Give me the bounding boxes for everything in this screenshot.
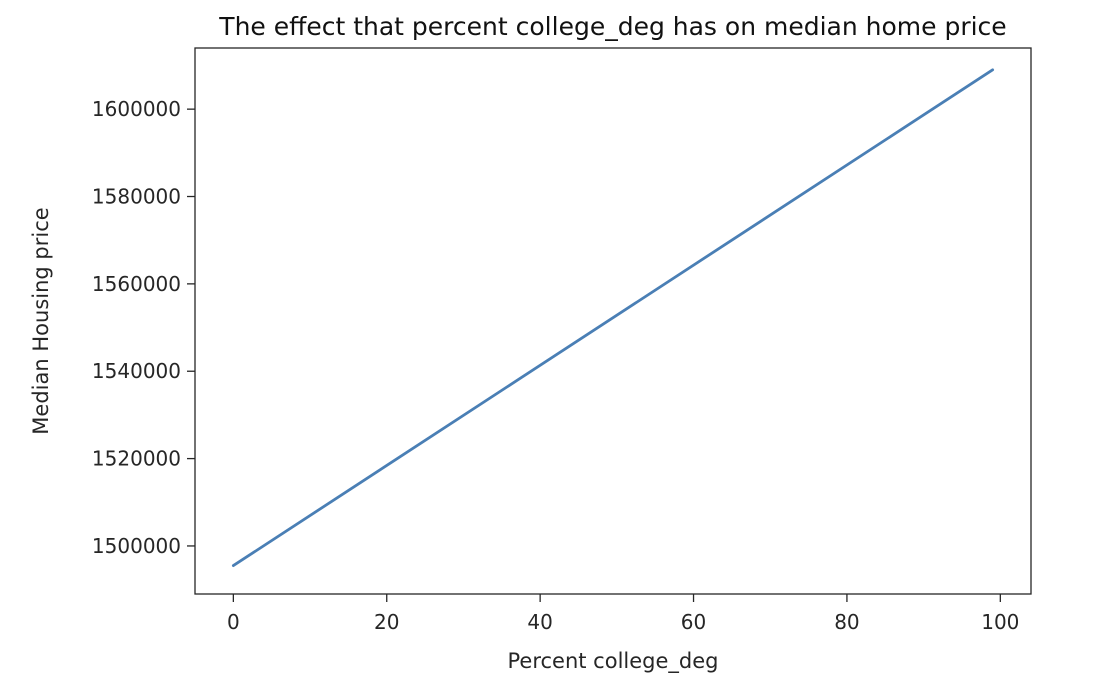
series-line-0 — [231, 68, 995, 568]
x-tick-label: 0 — [227, 610, 240, 634]
y-tick-label: 1520000 — [92, 447, 181, 471]
series-layer — [231, 68, 995, 568]
y-tick-label: 1580000 — [92, 185, 181, 209]
x-tick-label: 80 — [834, 610, 859, 634]
plot-area-frame — [194, 47, 1032, 595]
y-tick-label: 1560000 — [92, 272, 181, 296]
y-tick-label: 1500000 — [92, 534, 181, 558]
x-tick-label: 100 — [981, 610, 1019, 634]
y-axis: 1500000 1520000 1540000 1560000 1580000 16000… — [92, 97, 195, 558]
x-tick-label: 60 — [681, 610, 706, 634]
y-tick-label: 1600000 — [92, 97, 181, 121]
x-tick-label: 20 — [374, 610, 399, 634]
x-axis-label: Percent college_deg — [507, 649, 718, 674]
y-axis-label: Median Housing price — [29, 207, 53, 434]
chart-title: The effect that percent college_deg has … — [218, 12, 1006, 41]
x-tick-label: 40 — [527, 610, 552, 634]
x-axis: 0 20 40 60 80 100 — [227, 594, 1019, 634]
y-tick-label: 1540000 — [92, 359, 181, 383]
